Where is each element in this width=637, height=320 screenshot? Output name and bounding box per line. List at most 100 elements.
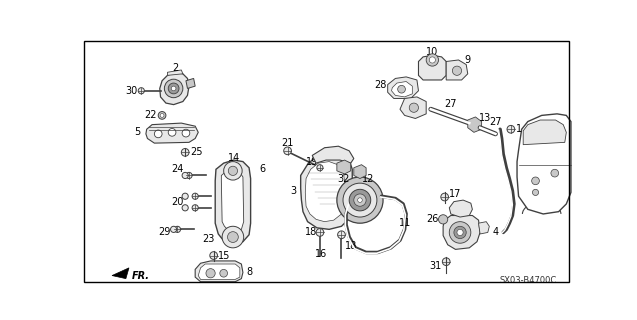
Text: 25: 25	[190, 147, 203, 157]
Polygon shape	[392, 82, 412, 97]
Circle shape	[210, 252, 217, 260]
Text: 12: 12	[361, 173, 374, 184]
Text: 11: 11	[399, 218, 411, 228]
Polygon shape	[301, 152, 352, 229]
Circle shape	[349, 189, 371, 211]
Text: 20: 20	[171, 196, 183, 207]
Circle shape	[507, 125, 515, 133]
Text: 18: 18	[304, 228, 317, 237]
Text: 9: 9	[465, 55, 471, 65]
Text: 21: 21	[282, 138, 294, 148]
Polygon shape	[215, 160, 250, 245]
Circle shape	[337, 177, 383, 223]
Text: 32: 32	[337, 173, 349, 184]
Polygon shape	[198, 264, 240, 279]
Polygon shape	[400, 97, 426, 118]
Text: 4: 4	[492, 228, 499, 237]
Circle shape	[182, 129, 190, 137]
Text: 2: 2	[172, 63, 178, 73]
Circle shape	[192, 193, 198, 199]
Polygon shape	[112, 268, 129, 279]
Circle shape	[426, 54, 438, 66]
Circle shape	[438, 215, 448, 224]
Circle shape	[171, 86, 176, 91]
Text: SX03-B4700C: SX03-B4700C	[499, 276, 557, 285]
Circle shape	[175, 226, 180, 232]
Text: 31: 31	[429, 261, 441, 271]
Circle shape	[283, 147, 292, 155]
Circle shape	[138, 88, 145, 94]
Circle shape	[182, 205, 189, 211]
Circle shape	[182, 172, 189, 179]
Polygon shape	[354, 165, 366, 179]
Circle shape	[354, 194, 366, 206]
Polygon shape	[449, 200, 473, 217]
Polygon shape	[388, 77, 419, 99]
Circle shape	[168, 83, 179, 94]
Polygon shape	[468, 117, 482, 132]
Circle shape	[409, 103, 419, 112]
Polygon shape	[305, 162, 345, 222]
Text: 6: 6	[259, 164, 265, 174]
Circle shape	[224, 162, 242, 180]
Circle shape	[222, 226, 244, 248]
Circle shape	[164, 79, 183, 98]
Polygon shape	[443, 215, 480, 249]
Text: 24: 24	[171, 164, 183, 174]
Circle shape	[357, 198, 362, 203]
Circle shape	[227, 232, 238, 243]
Circle shape	[154, 130, 162, 138]
Text: 23: 23	[202, 234, 215, 244]
Polygon shape	[312, 146, 354, 163]
Circle shape	[182, 193, 189, 199]
Text: 5: 5	[134, 127, 141, 137]
Polygon shape	[446, 60, 468, 80]
Circle shape	[160, 114, 164, 117]
Circle shape	[449, 222, 471, 243]
Text: 10: 10	[426, 47, 438, 57]
Polygon shape	[222, 170, 244, 233]
Text: 13: 13	[478, 114, 491, 124]
Circle shape	[168, 129, 176, 136]
Polygon shape	[517, 114, 571, 214]
Circle shape	[457, 229, 463, 236]
Polygon shape	[146, 123, 198, 143]
Circle shape	[316, 228, 324, 236]
Circle shape	[192, 205, 198, 211]
Text: 17: 17	[449, 189, 462, 199]
Text: 29: 29	[158, 228, 171, 237]
Circle shape	[338, 231, 345, 239]
Text: 28: 28	[374, 80, 386, 90]
Circle shape	[533, 189, 539, 196]
Text: 22: 22	[144, 110, 157, 120]
Text: 7: 7	[323, 147, 329, 157]
Circle shape	[158, 112, 166, 119]
Circle shape	[220, 269, 227, 277]
Text: 18: 18	[345, 241, 357, 251]
Polygon shape	[168, 70, 183, 75]
Circle shape	[206, 268, 215, 278]
Polygon shape	[523, 120, 566, 145]
Text: 14: 14	[227, 153, 240, 163]
Circle shape	[228, 166, 238, 175]
Circle shape	[429, 57, 436, 63]
Text: 1: 1	[515, 124, 522, 134]
Circle shape	[317, 165, 323, 171]
Circle shape	[454, 226, 466, 239]
Text: 19: 19	[306, 156, 318, 167]
Text: 15: 15	[217, 251, 230, 260]
Text: FR.: FR.	[132, 271, 150, 281]
Text: 30: 30	[125, 86, 138, 96]
Text: 26: 26	[426, 213, 438, 224]
Circle shape	[532, 177, 540, 185]
Polygon shape	[478, 222, 489, 234]
Circle shape	[442, 258, 450, 266]
Text: 3: 3	[290, 186, 296, 196]
Circle shape	[171, 226, 176, 232]
Circle shape	[186, 172, 192, 179]
Polygon shape	[337, 160, 351, 174]
Circle shape	[182, 148, 189, 156]
Circle shape	[452, 66, 462, 76]
Text: 27: 27	[489, 116, 502, 126]
Circle shape	[343, 183, 377, 217]
